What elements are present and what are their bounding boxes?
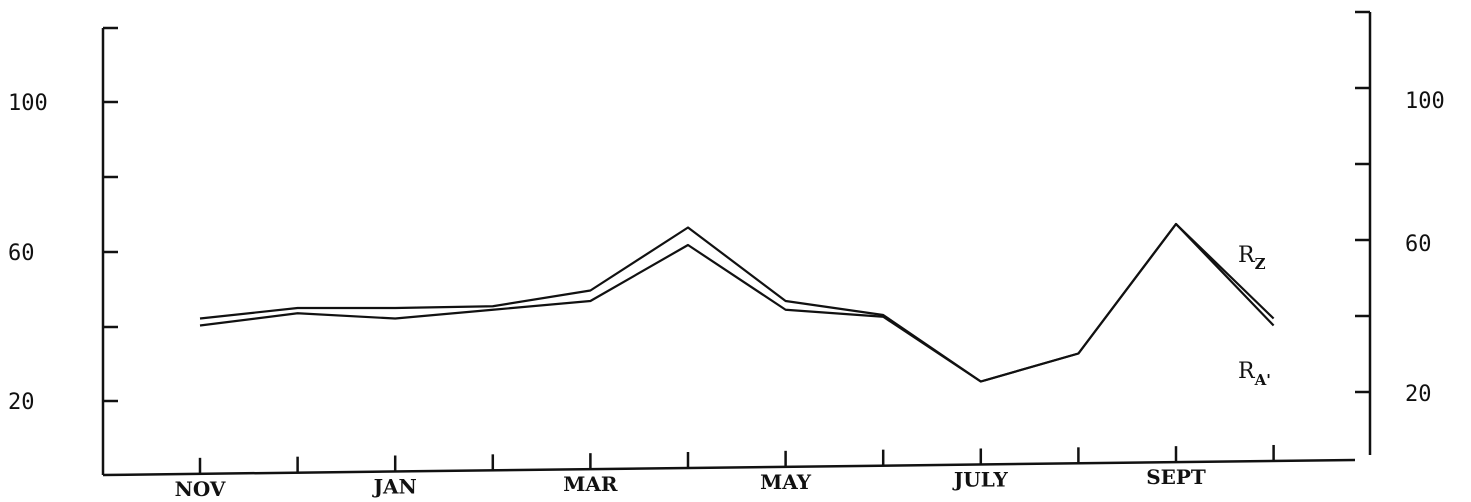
left-y-tick-label: 20 bbox=[8, 390, 35, 415]
left-y-tick-label: 60 bbox=[8, 241, 35, 266]
series-label: RZ bbox=[1238, 243, 1266, 273]
x-tick-label: SEPT bbox=[1146, 465, 1206, 489]
chart-lines bbox=[199, 222, 1275, 383]
series-line bbox=[199, 222, 1275, 383]
series-label-main: R bbox=[1238, 359, 1256, 384]
chart-ticks bbox=[103, 10, 1370, 474]
right-y-tick-label: 20 bbox=[1405, 382, 1432, 407]
chart-axes bbox=[101, 12, 1372, 477]
x-tick-label: MAY bbox=[760, 470, 812, 494]
series-label: RA' bbox=[1238, 359, 1271, 389]
series-line bbox=[199, 222, 1275, 383]
left-y-tick-label: 100 bbox=[8, 91, 48, 116]
x-tick-label: JULY bbox=[952, 467, 1009, 491]
x-tick-label: MAR bbox=[563, 472, 618, 496]
x-axis bbox=[102, 458, 1356, 477]
right-y-tick-label: 60 bbox=[1405, 232, 1432, 257]
series-label-subscript: A' bbox=[1254, 371, 1271, 389]
series-label-main: R bbox=[1238, 243, 1256, 268]
x-tick-label: NOV bbox=[175, 477, 226, 501]
series-label-subscript: Z bbox=[1255, 255, 1266, 273]
x-tick-label: JAN bbox=[372, 474, 417, 498]
right-y-tick-label: 100 bbox=[1405, 89, 1445, 114]
